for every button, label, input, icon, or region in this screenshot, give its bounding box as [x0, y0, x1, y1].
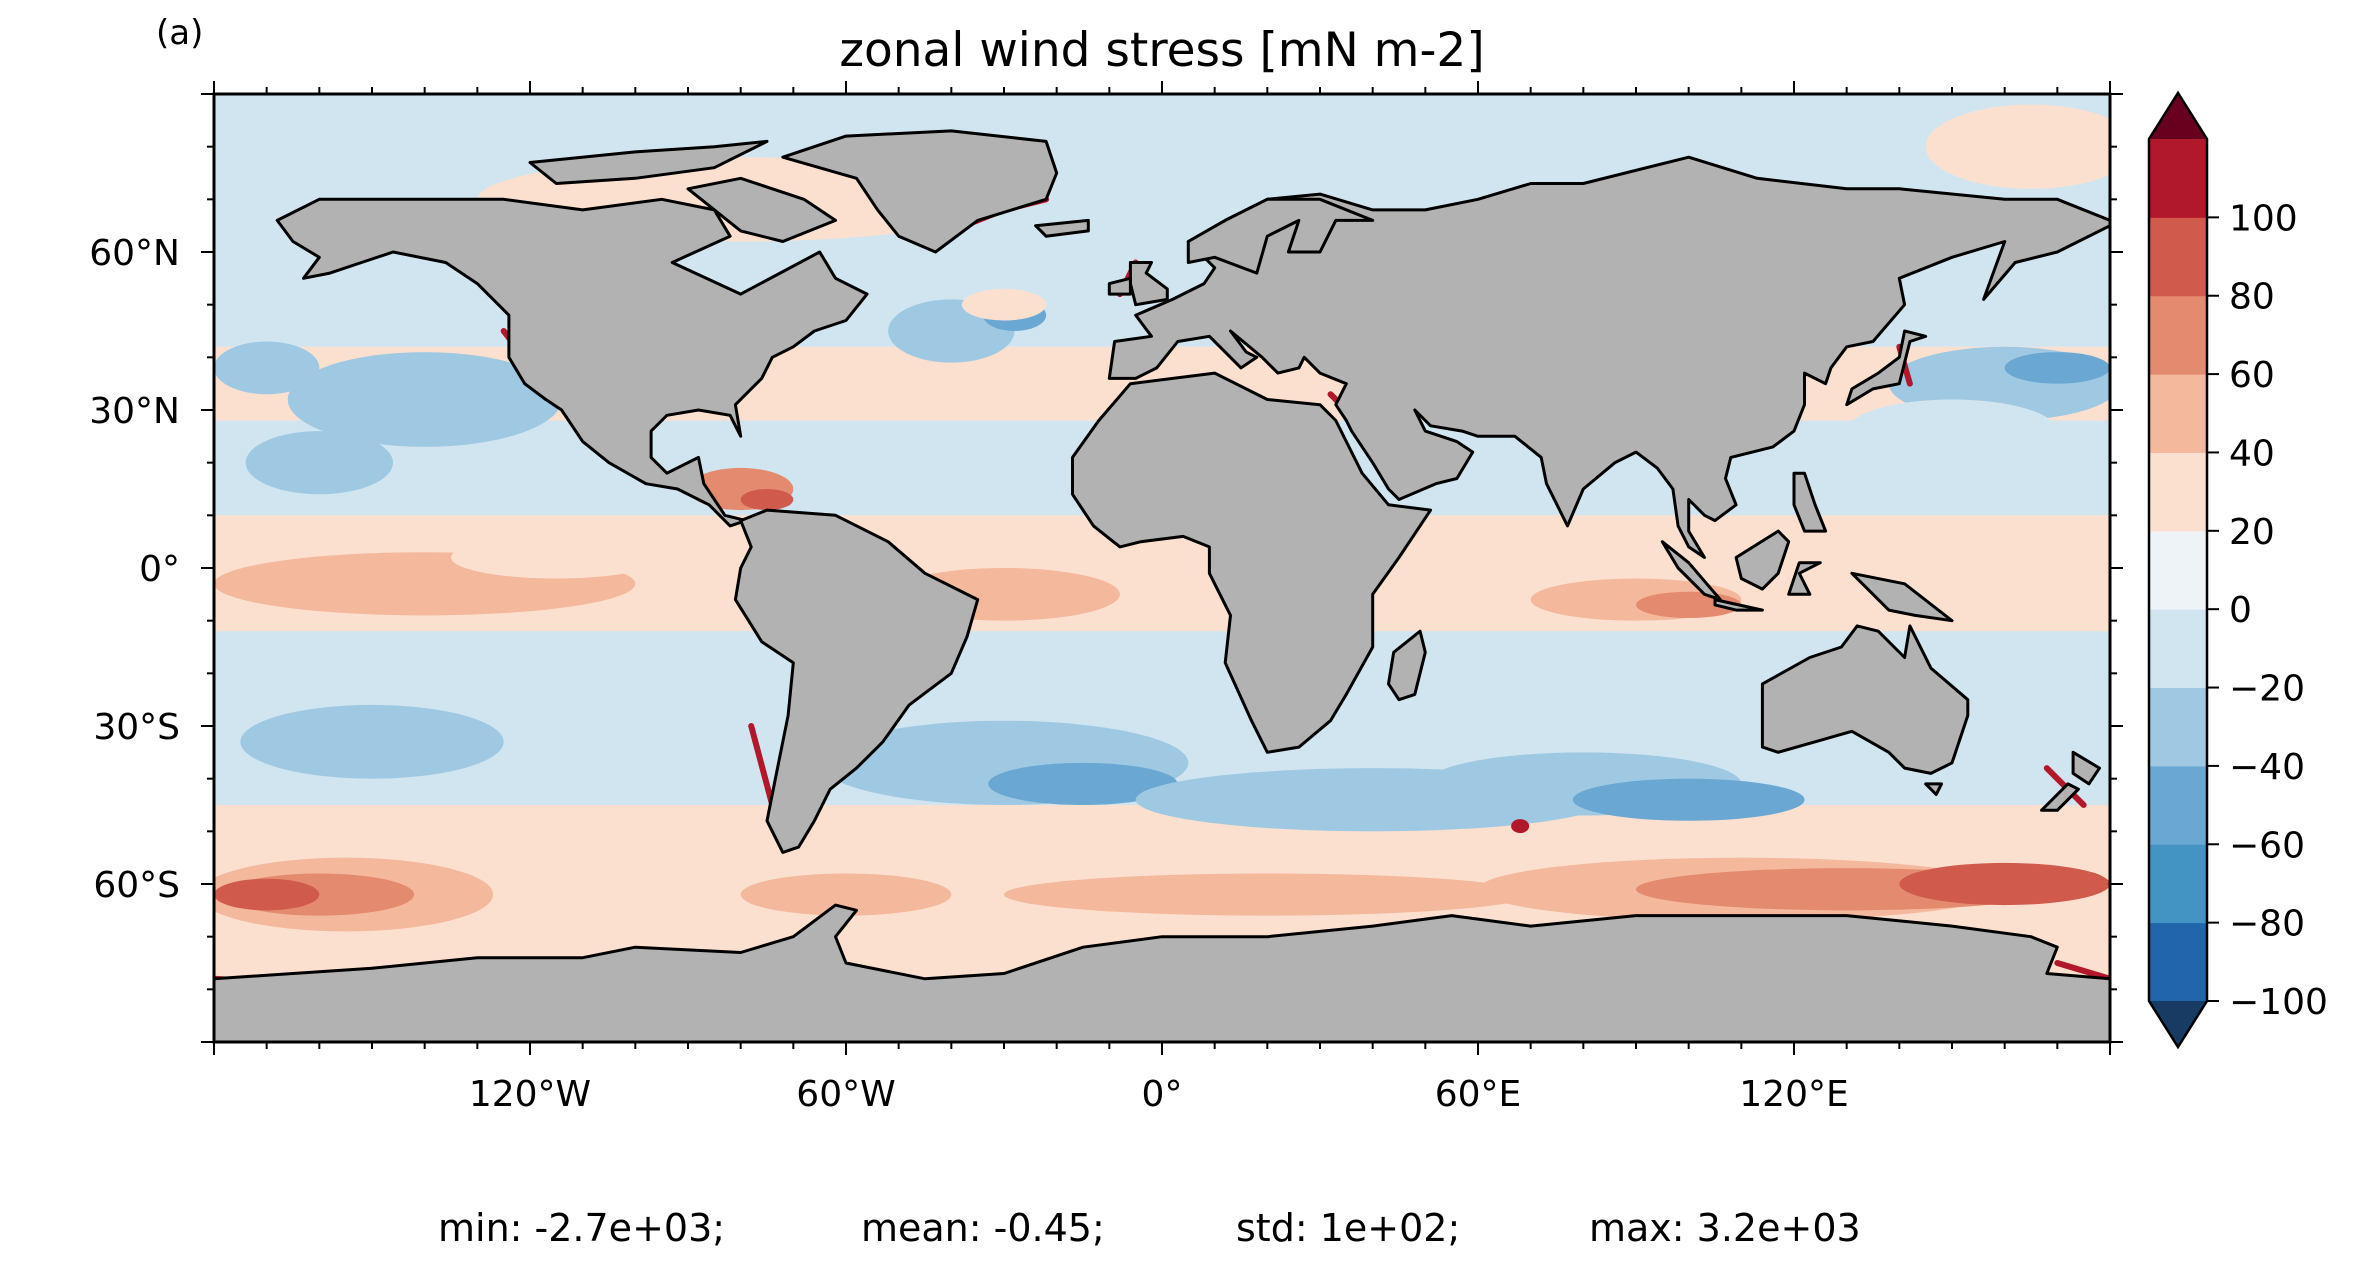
stat-std: std: 1e+02;	[1236, 1206, 1460, 1250]
lon-tick-label: 60°W	[796, 1074, 895, 1115]
land-new-zealand-south	[2040, 782, 2080, 812]
field-patch	[214, 341, 320, 395]
lat-tick-label: 60°S	[93, 865, 180, 906]
stat-min: min: -2.7e+03;	[438, 1206, 725, 1250]
colorbar-segment	[2149, 295, 2207, 375]
land-north-america	[275, 197, 869, 528]
field-patch	[245, 431, 394, 495]
colorbar-segment	[2149, 922, 2207, 1002]
field-patch	[214, 878, 320, 911]
land-baffin-island	[686, 176, 837, 243]
field-patch	[1511, 819, 1530, 834]
colorbar-segment	[2149, 765, 2207, 845]
lat-tick-label: 60°N	[89, 233, 180, 274]
colorbar-tick-label: −40	[2229, 747, 2305, 788]
field-patch	[1004, 873, 1531, 916]
stat-mean: mean: -0.45;	[861, 1206, 1105, 1250]
land-scandinavia-kola	[1186, 197, 1375, 275]
land-eurasia	[1107, 155, 2110, 559]
land-australia	[1760, 624, 1970, 775]
field-patch	[740, 873, 952, 916]
land-sulawesi	[1787, 561, 1822, 596]
land-south-america	[733, 508, 980, 854]
field-patch	[450, 536, 662, 579]
colorbar-segment	[2149, 452, 2207, 532]
land-madagascar	[1387, 629, 1427, 702]
land-java	[1713, 598, 1764, 612]
land-africa	[1071, 371, 1433, 754]
colorbar-tick-label: −20	[2229, 669, 2305, 710]
colorbar-tick-label: 80	[2229, 277, 2275, 318]
colorbar-tick-label: 100	[2229, 198, 2298, 239]
land-greenland	[781, 129, 1059, 254]
lon-tick-label: 0°	[1142, 1074, 1183, 1115]
land-new-zealand-north	[2071, 750, 2101, 786]
land-japan	[1845, 329, 1928, 407]
lon-tick-label: 120°W	[469, 1074, 591, 1115]
land-iceland	[1034, 218, 1090, 238]
colorbar-tick-label: 0	[2229, 590, 2252, 631]
land-ireland	[1107, 276, 1132, 296]
field-patch	[503, 852, 767, 916]
land-borneo	[1734, 529, 1791, 591]
colorbar-segment	[2149, 374, 2207, 453]
colorbar-segment	[2149, 530, 2207, 610]
colorbar-segment	[2149, 844, 2207, 924]
land-new-guinea	[1850, 571, 1954, 623]
land-antarctica	[214, 903, 2110, 1042]
field-patch	[287, 352, 562, 447]
colorbar-extend-min	[2149, 1001, 2207, 1047]
colorbar-segment	[2149, 217, 2207, 297]
field-patch	[240, 704, 504, 779]
lon-tick-label: 60°E	[1435, 1074, 1522, 1115]
panel-label: (a)	[156, 13, 203, 53]
colorbar-segment	[2149, 609, 2207, 689]
colorbar-tick-label: 40	[2229, 433, 2275, 474]
land-philippines	[1792, 471, 1828, 533]
lat-tick-label: 30°N	[89, 391, 180, 432]
land-tasmania	[1924, 782, 1943, 796]
colorbar-segment	[2149, 139, 2207, 218]
colorbar-tick-label: 20	[2229, 512, 2275, 553]
field-patch	[961, 288, 1047, 321]
coastal-streak	[2054, 960, 2110, 982]
field-patch	[1925, 104, 2110, 189]
colorbar-tick-label: −100	[2229, 982, 2328, 1023]
map-axes: 120°W 60°W 0° 60°E 120°E 60°N 30°N 0° 30°S 60°S	[89, 81, 2123, 1115]
map-area	[214, 94, 2110, 1042]
land-masses	[214, 129, 2110, 1042]
field-patch	[2004, 352, 2110, 384]
lat-tick-label: 0°	[139, 549, 180, 590]
land-sumatra	[1660, 540, 1722, 602]
field-patch	[988, 762, 1178, 805]
field-patch	[1899, 862, 2110, 906]
colorbar-extend-max	[2149, 93, 2207, 139]
land-arctic-islands	[528, 139, 769, 185]
colorbar-tick-label: 60	[2229, 355, 2275, 396]
colorbar-tick-label: −80	[2229, 904, 2305, 945]
stat-max: max: 3.2e+03	[1589, 1206, 1861, 1250]
colorbar: −100 −80 −60 −40 −20 0 20 40 60 80 100	[2147, 90, 2328, 1050]
lat-tick-label: 30°S	[93, 707, 180, 748]
field-patch	[1846, 399, 2058, 463]
map-title: zonal wind stress [mN m-2]	[839, 23, 1484, 78]
colorbar-tick-label: −60	[2229, 825, 2305, 866]
lon-tick-label: 120°E	[1739, 1074, 1848, 1115]
field-patch	[740, 489, 794, 511]
field-patch	[1572, 778, 1805, 821]
colorbar-segment	[2149, 687, 2207, 767]
stats-line: min: -2.7e+03; mean: -0.45; std: 1e+02; …	[438, 1206, 1861, 1250]
